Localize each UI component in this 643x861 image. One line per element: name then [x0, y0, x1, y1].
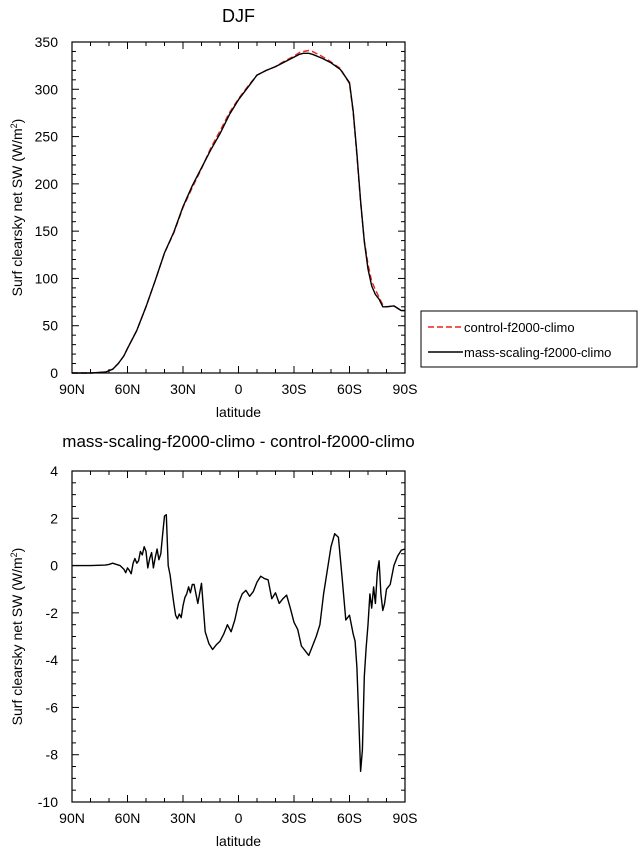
x-tick-label: 30N [170, 810, 196, 826]
x-axis-label: latitude [216, 404, 261, 420]
x-tick-label: 60S [337, 810, 362, 826]
y-axis-label-text: Surf clearsky net SW (W/m [9, 557, 25, 725]
x-tick-label: 60N [115, 810, 141, 826]
chart-title: mass-scaling-f2000-climo - control-f2000… [62, 432, 414, 451]
y-axis-label: Surf clearsky net SW (W/m2) [9, 548, 25, 726]
y-tick-label: 150 [35, 223, 59, 239]
series-line-1 [72, 514, 406, 772]
x-tick-label: 60N [115, 381, 141, 397]
plot-frame [71, 470, 406, 803]
y-tick-label: 0 [50, 365, 58, 381]
y-tick-label: -8 [46, 747, 59, 763]
chart-panel-1: DJF 90N 60N 30N 0 30S 60S 90S 0 50 100 150 200 250 300… [9, 6, 417, 420]
y-tick-label: -10 [38, 794, 58, 810]
y-axis-label-close: ) [9, 119, 25, 124]
y-tick-label: 250 [35, 129, 59, 145]
y-tick-label: 2 [50, 510, 58, 526]
x-tick-label: 30N [170, 381, 196, 397]
plot-frame [71, 41, 406, 374]
x-axis-label: latitude [216, 833, 261, 849]
x-tick-label: 90S [393, 381, 418, 397]
y-tick-label: 200 [35, 176, 59, 192]
y-axis-label: Surf clearsky net SW (W/m2) [9, 119, 25, 297]
x-tick-label: 90N [59, 810, 85, 826]
chart-panel-2: mass-scaling-f2000-climo - control-f2000… [9, 432, 417, 849]
y-axis-label-text: Surf clearsky net SW (W/m [9, 128, 25, 296]
legend-label-2: mass-scaling-f2000-climo [464, 345, 611, 360]
x-tick-label: 0 [235, 810, 243, 826]
y-tick-label: -2 [46, 605, 59, 621]
x-tick-label: 0 [235, 381, 243, 397]
legend-label-1: control-f2000-climo [464, 320, 575, 335]
series-line-2 [72, 52, 405, 374]
x-tick-label: 90N [59, 381, 85, 397]
x-tick-label: 30S [282, 810, 307, 826]
x-tick-label: 30S [282, 381, 307, 397]
x-tick-label: 90S [393, 810, 418, 826]
y-axis-label-close: ) [9, 548, 25, 553]
y-tick-label: -6 [46, 699, 59, 715]
y-tick-label: 50 [42, 318, 58, 334]
y-axis-label-sup: 2 [9, 123, 19, 128]
chart-legend: control-f2000-climo mass-scaling-f2000-cl… [420, 310, 638, 368]
y-tick-label: 300 [35, 81, 59, 97]
legend-box [420, 310, 638, 368]
y-tick-label: 0 [50, 558, 58, 574]
chart-title: DJF [222, 6, 255, 26]
y-tick-label: -4 [46, 652, 59, 668]
y-tick-label: 4 [50, 463, 58, 479]
x-tick-label: 60S [337, 381, 362, 397]
y-tick-label: 350 [35, 34, 59, 50]
y-tick-label: 100 [35, 270, 59, 286]
y-axis-label-sup: 2 [9, 552, 19, 557]
